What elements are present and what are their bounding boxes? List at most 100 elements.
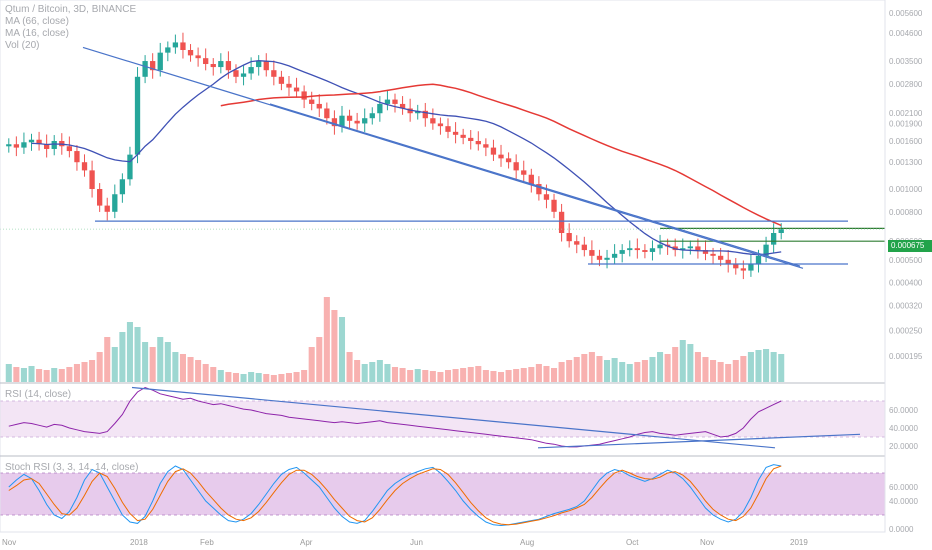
volume-bar bbox=[248, 372, 255, 382]
rsi-line bbox=[8, 386, 782, 448]
volume-bar bbox=[694, 352, 701, 382]
candle-body bbox=[619, 250, 625, 254]
candle-body bbox=[293, 87, 300, 92]
candle-body bbox=[589, 250, 595, 256]
volume-bar bbox=[558, 362, 565, 382]
price-axis-tick-label: 0.001900 bbox=[889, 119, 923, 128]
ma66-line bbox=[220, 83, 782, 227]
candle-body bbox=[165, 47, 171, 53]
time-axis-tick-label: Apr bbox=[300, 538, 313, 547]
candle-body bbox=[119, 179, 126, 195]
rsi-axis-tick-label: 20.0000 bbox=[889, 442, 918, 451]
candle-body bbox=[445, 126, 451, 132]
legend: Qtum / Bitcoin, 3D, BINANCE MA (66, clos… bbox=[5, 4, 136, 52]
stoch-rsi-pane[interactable] bbox=[0, 464, 885, 527]
candle-body bbox=[150, 61, 156, 71]
price-pane[interactable] bbox=[0, 32, 885, 382]
stoch-k-line bbox=[8, 464, 782, 527]
volume-bar bbox=[225, 372, 232, 382]
price-axis-tick-label: 0.002800 bbox=[889, 80, 923, 89]
current-price-tag: 0.000675 bbox=[888, 240, 932, 252]
candle-body bbox=[543, 194, 550, 200]
candle-body bbox=[51, 141, 57, 149]
volume-bar bbox=[513, 369, 520, 382]
candle-body bbox=[452, 131, 459, 135]
volume-bar bbox=[573, 357, 580, 382]
volume-bar bbox=[604, 360, 611, 382]
candle-body bbox=[513, 162, 519, 171]
rsi-label[interactable]: RSI (14, close) bbox=[5, 389, 72, 400]
volume-bar bbox=[391, 367, 399, 382]
volume-bar bbox=[482, 370, 489, 382]
candle-body bbox=[430, 118, 436, 124]
candle-body bbox=[702, 250, 709, 254]
volume-bar bbox=[66, 367, 73, 382]
candle-body bbox=[240, 73, 247, 77]
candle-body bbox=[490, 147, 497, 155]
candle-body bbox=[74, 151, 80, 163]
legend-ma16[interactable]: MA (16, close) bbox=[5, 28, 69, 39]
volume-bar bbox=[679, 340, 686, 382]
volume-bar bbox=[28, 366, 35, 382]
stoch-d-line bbox=[8, 465, 782, 526]
candle-body bbox=[634, 248, 640, 251]
volume-bar bbox=[497, 372, 505, 382]
volume-bar bbox=[36, 369, 43, 382]
volume-bar bbox=[240, 374, 247, 382]
candle-body bbox=[755, 255, 762, 264]
volume-bar bbox=[354, 360, 361, 382]
legend-symbol[interactable]: Qtum / Bitcoin, 3D, BINANCE bbox=[5, 4, 137, 15]
stoch-rsi-label[interactable]: Stoch RSI (3, 3, 14, 14, close) bbox=[5, 462, 139, 473]
candle-body bbox=[460, 134, 466, 138]
candle-body bbox=[717, 255, 724, 260]
trend-line bbox=[82, 46, 804, 269]
volume-bar bbox=[596, 356, 603, 382]
candle-body bbox=[13, 144, 20, 148]
volume-bar bbox=[195, 360, 202, 382]
volume-bar bbox=[217, 370, 224, 382]
stoch-axis-tick-label: 40.0000 bbox=[889, 497, 918, 506]
candle-body bbox=[180, 42, 186, 51]
volume-bar bbox=[732, 360, 739, 382]
candle-body bbox=[89, 170, 95, 190]
candle-body bbox=[740, 268, 746, 271]
candle-body bbox=[225, 61, 232, 71]
volume-bar bbox=[687, 344, 694, 382]
volume-bar bbox=[505, 370, 512, 382]
volume-bar bbox=[626, 364, 633, 382]
candle-body bbox=[309, 99, 315, 104]
volume-bar bbox=[323, 297, 330, 382]
volume-bar bbox=[422, 370, 429, 382]
candle-body bbox=[324, 108, 330, 119]
price-axis-tick-label: 0.000320 bbox=[889, 301, 923, 310]
rsi-axis-tick-label: 40.0000 bbox=[889, 424, 918, 433]
rsi-pane[interactable] bbox=[0, 386, 885, 449]
legend-ma66[interactable]: MA (66, close) bbox=[5, 16, 69, 27]
price-axis-tick-label: 0.000500 bbox=[889, 256, 923, 265]
volume-bar bbox=[285, 373, 293, 382]
stoch-axis-tick-label: 0.0000 bbox=[889, 525, 914, 534]
candle-body bbox=[521, 170, 527, 175]
volume-bar bbox=[255, 373, 262, 382]
candle-body bbox=[157, 52, 163, 71]
legend-volume[interactable]: Vol (20) bbox=[5, 40, 40, 51]
candle-body bbox=[437, 123, 444, 127]
volume-bar bbox=[263, 374, 270, 382]
candle-body bbox=[187, 50, 194, 56]
volume-bar bbox=[58, 369, 65, 382]
candle-body bbox=[422, 110, 428, 119]
volume-bar bbox=[770, 352, 777, 382]
candle-body bbox=[203, 58, 209, 65]
volume-bar bbox=[740, 356, 747, 382]
candle-body bbox=[596, 255, 603, 260]
stoch-band bbox=[0, 473, 885, 515]
rsi-band bbox=[0, 401, 885, 437]
candle-body bbox=[498, 154, 504, 159]
candle-body bbox=[566, 233, 572, 242]
candle-body bbox=[331, 118, 338, 127]
volume-bar bbox=[104, 337, 111, 382]
candle-body bbox=[392, 99, 398, 104]
volume-bar bbox=[384, 364, 391, 382]
